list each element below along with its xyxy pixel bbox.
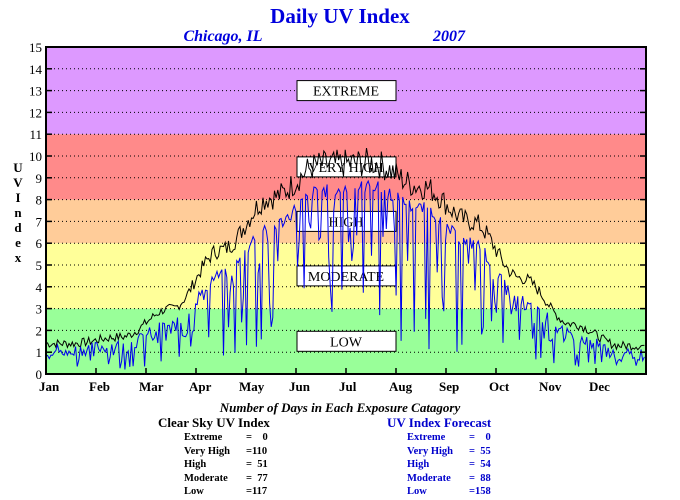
clear-sky-stat-row-value: = 77 [246, 472, 268, 484]
y-tick-label: 7 [36, 214, 43, 229]
y-label-char: d [14, 220, 22, 235]
forecast-stat-row: Low =158 [407, 485, 491, 499]
forecast-stat-row-value: = 54 [469, 459, 491, 470]
month-label: May [239, 379, 265, 394]
y-label-char: x [15, 250, 22, 265]
forecast-stat-row-value: = 88 [469, 472, 491, 484]
y-label-char: V [13, 175, 23, 190]
month-label: Feb [89, 379, 110, 394]
y-label-char: e [15, 235, 21, 250]
y-tick-label: 3 [36, 302, 43, 317]
y-tick-label: 11 [29, 127, 42, 142]
forecast-stat-row-label: High [407, 459, 430, 470]
month-label: Dec [589, 379, 610, 394]
series-clear_sky [45, 148, 645, 352]
series-lines [45, 148, 645, 370]
clear-sky-stat-row-value: = 0 [246, 432, 268, 443]
forecast-stat-row: Extreme = 0 [407, 431, 491, 445]
band-label-0: LOW [330, 335, 363, 350]
y-tick-label: 1 [36, 345, 43, 360]
forecast-stat-row: Very High = 55 [407, 445, 491, 459]
month-label: Aug [389, 379, 413, 394]
clear-sky-stat-row-value: =117 [246, 486, 268, 497]
y-label-char: n [14, 205, 22, 220]
clear-sky-stat-row: Low =117 [184, 485, 270, 499]
forecast-stat-row-label: Very High [407, 445, 453, 457]
month-label: Jan [39, 379, 60, 394]
clear-sky-stat-row: High = 51 [184, 458, 270, 472]
clear-sky-stat-row-value: =110 [246, 445, 268, 457]
y-tick-label: 10 [29, 149, 42, 164]
y-tick-label: 14 [29, 62, 43, 77]
band-label-box-4 [296, 80, 397, 102]
month-label: Jul [339, 379, 357, 394]
clear-sky-stat-row: Extreme = 0 [184, 431, 270, 445]
y-tick-label: 12 [29, 105, 42, 120]
y-tick-label: 6 [36, 236, 43, 251]
band-label-4: EXTREME [313, 85, 379, 100]
clear-sky-stat-row-label: Moderate [184, 472, 228, 484]
band-label-box-0 [296, 330, 397, 352]
chart-subtitle-year: 2007 [432, 28, 466, 45]
chart-subtitle-location: Chicago, IL [183, 28, 262, 45]
y-tick-label: 0 [36, 367, 43, 382]
forecast-stat-row: Moderate = 88 [407, 472, 491, 486]
clear-sky-stat-row-label: Low [184, 486, 204, 497]
uv-index-chart: Daily UV Index Chicago, IL 2007 LOW MODER… [13, 4, 647, 394]
y-label-char: U [13, 160, 23, 175]
clear-sky-stats-title: Clear Sky UV Index [158, 415, 270, 430]
y-tick-label: 4 [36, 280, 43, 295]
forecast-stat-row-label: Low [407, 486, 427, 497]
forecast-stat-row-value: =158 [469, 486, 491, 497]
forecast-stat-row-value: = 55 [469, 445, 491, 457]
month-label: Apr [189, 379, 212, 394]
clear-sky-stat-row-label: High [184, 459, 207, 470]
forecast-stat-row-value: = 0 [469, 432, 491, 443]
month-label: Nov [539, 379, 562, 394]
caption: Number of Days in Each Exposure Catagory [219, 400, 461, 415]
y-tick-label: 13 [29, 84, 42, 99]
y-tick-label: 5 [36, 258, 43, 273]
band-label-2: HIGH [329, 215, 364, 230]
y-tick-label: 2 [36, 323, 43, 338]
clear-sky-stat-row-label: Very High [184, 445, 230, 457]
clear-sky-stats: Clear Sky UV Index Extreme = 0 Very High =1… [158, 415, 270, 499]
forecast-stat-row-label: Moderate [407, 472, 451, 484]
month-label: Jun [289, 379, 311, 394]
chart-title: Daily UV Index [270, 4, 410, 28]
clear-sky-stat-row-value: = 51 [246, 459, 268, 470]
month-label: Mar [139, 379, 164, 394]
band-label-1: MODERATE [308, 270, 384, 285]
forecast-stats: UV Index Forecast Extreme = 0 Very High = 5… [387, 415, 491, 499]
forecast-stats-title: UV Index Forecast [387, 415, 492, 430]
y-tick-label: 15 [29, 40, 42, 55]
x-axis-months: Jan Feb Mar Apr May Jun Jul Aug Sep Oct Nov Dec [39, 368, 610, 394]
forecast-stat-row-label: Extreme [407, 432, 446, 443]
month-label: Sep [439, 379, 459, 394]
y-label-char: I [15, 190, 20, 205]
clear-sky-stat-row: Very High =110 [184, 445, 270, 459]
y-tick-label: 8 [36, 193, 43, 208]
month-label: Oct [489, 379, 510, 394]
y-tick-label: 9 [36, 171, 43, 186]
clear-sky-stat-row: Moderate = 77 [184, 472, 270, 486]
clear-sky-stat-row-label: Extreme [184, 432, 223, 443]
series-forecast [45, 179, 645, 370]
forecast-stat-row: High = 54 [407, 458, 491, 472]
